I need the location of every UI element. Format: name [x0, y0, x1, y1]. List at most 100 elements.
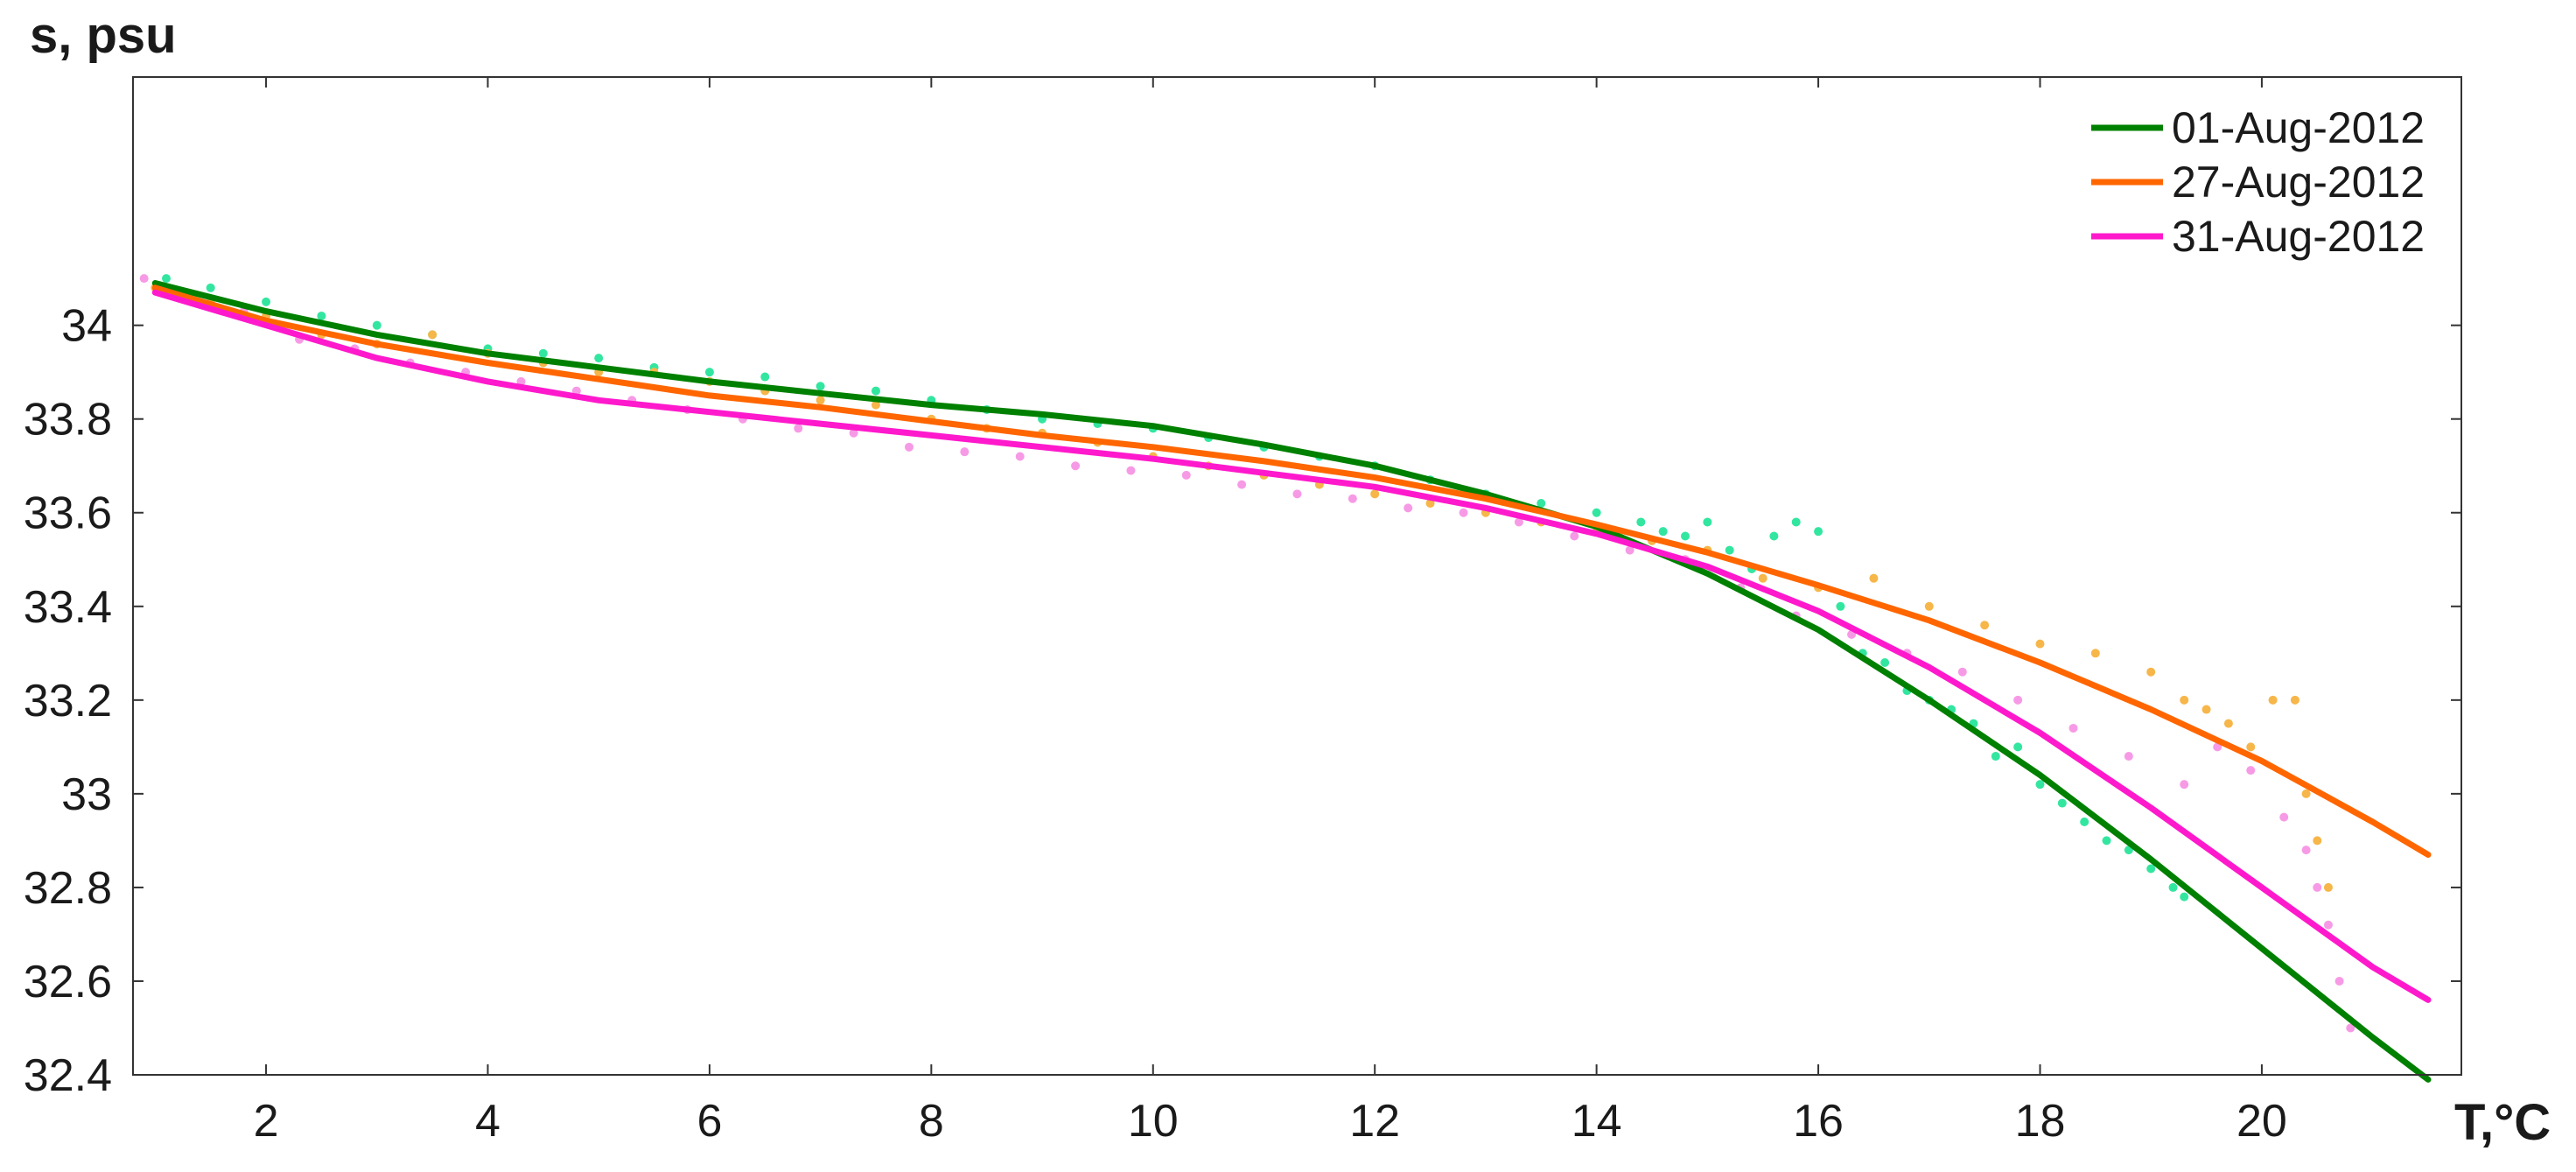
- legend-label: 27-Aug-2012: [2172, 158, 2425, 207]
- scatter-point: [1126, 466, 1136, 475]
- scatter-point: [1703, 517, 1712, 527]
- scatter-point: [1514, 517, 1523, 527]
- scatter-point: [2246, 742, 2256, 752]
- scatter-point: [2168, 882, 2178, 892]
- scatter-point: [317, 311, 326, 320]
- scatter-point: [1758, 573, 1768, 583]
- y-tick-label: 33.6: [24, 488, 112, 539]
- scatter-point: [1814, 527, 1824, 537]
- scatter-point: [428, 330, 438, 340]
- scatter-point: [871, 386, 880, 396]
- scatter-point: [2146, 667, 2156, 677]
- scatter-point: [1836, 601, 1845, 611]
- scatter-point: [1636, 517, 1646, 527]
- fit-line: [151, 280, 2432, 1083]
- scatter-point: [1425, 499, 1435, 509]
- fit-line: [151, 284, 2432, 858]
- plot-frame: [132, 76, 2462, 1076]
- scatter-point: [2180, 695, 2189, 705]
- scatter-point: [2279, 812, 2289, 822]
- axis-ticks-layer: 2 4 6 8 10 12 14 16 18 20 32.4 32.6 32.8 33 33.2 33.4 33…: [24, 77, 2461, 1147]
- fit-line: [151, 289, 2432, 1003]
- scatter-point: [2301, 846, 2311, 855]
- scatter-point: [1015, 452, 1025, 461]
- scatter-point: [1459, 508, 1468, 517]
- scatter-point: [2013, 695, 2023, 705]
- scatter-point: [2323, 882, 2333, 892]
- y-tick-label: 33: [61, 769, 112, 820]
- scatter-point: [849, 428, 858, 438]
- scatter-point: [1237, 480, 1247, 489]
- scatter-point: [1370, 489, 1380, 499]
- scatter-point: [2013, 742, 2023, 752]
- y-axis-title: s, psu: [30, 7, 177, 64]
- x-tick-label: 4: [475, 1096, 500, 1147]
- scatter-point: [2068, 723, 2078, 733]
- scatter-point: [816, 396, 825, 405]
- scatter-point: [1725, 545, 1734, 555]
- scatter-point: [1957, 667, 1967, 677]
- scatter-point: [1991, 752, 2000, 761]
- scatter-point: [538, 348, 548, 358]
- scatter-point: [871, 400, 880, 410]
- scatter-point: [1980, 621, 1990, 630]
- x-tick-label: 12: [1349, 1096, 1400, 1147]
- scatter-point: [1791, 517, 1801, 527]
- scatter-point: [2290, 695, 2300, 705]
- scatter-point: [372, 320, 382, 330]
- scatter-point: [2180, 892, 2189, 902]
- scatter-point: [2057, 798, 2067, 808]
- scatter-point: [1536, 499, 1546, 509]
- y-tick-label: 32.4: [24, 1050, 112, 1101]
- scatter-point: [2301, 789, 2311, 798]
- scatter-point: [1348, 494, 1357, 503]
- scatter-point: [1292, 489, 1302, 499]
- x-tick-label: 2: [254, 1096, 279, 1147]
- scatter-point: [1924, 601, 1934, 611]
- scatter-point: [262, 297, 271, 306]
- y-tick-label: 32.8: [24, 863, 112, 914]
- legend: 01-Aug-2012 27-Aug-2012 31-Aug-2012: [2091, 103, 2425, 261]
- scatter-point: [1181, 470, 1191, 480]
- scatter-point: [2035, 780, 2045, 790]
- x-tick-label: 14: [1572, 1096, 1622, 1147]
- scatter-point: [704, 368, 714, 377]
- x-tick-label: 18: [2015, 1096, 2066, 1147]
- scatter-point: [2202, 705, 2211, 714]
- scatter-point: [206, 283, 215, 292]
- scatter-point: [1769, 531, 1779, 541]
- scatter-point: [2246, 766, 2256, 775]
- scatter-point: [2268, 695, 2278, 705]
- x-axis-title: T,°C: [2454, 1094, 2551, 1151]
- scatter-point: [2180, 780, 2189, 790]
- scatter-point: [760, 372, 770, 382]
- y-tick-label: 33.4: [24, 582, 112, 633]
- scatter-point: [2124, 752, 2133, 761]
- scatter-point: [139, 274, 149, 284]
- scatter-point: [1681, 531, 1690, 541]
- scatter-point: [1869, 573, 1879, 583]
- scatter-point: [960, 447, 970, 457]
- scatter-point: [2334, 976, 2344, 986]
- scatter-point: [1880, 658, 1890, 668]
- scatter-point: [2313, 882, 2322, 892]
- scatter-point: [2080, 817, 2090, 826]
- y-tick-label: 33.2: [24, 676, 112, 726]
- scatter-point: [794, 424, 803, 433]
- x-tick-label: 8: [919, 1096, 944, 1147]
- scatter-point: [2223, 719, 2233, 728]
- scatter-point: [1625, 545, 1634, 555]
- legend-label: 01-Aug-2012: [2172, 103, 2425, 152]
- x-tick-label: 10: [1128, 1096, 1179, 1147]
- scatter-point: [2313, 836, 2322, 846]
- y-tick-label: 34: [61, 301, 112, 352]
- legend-label: 31-Aug-2012: [2172, 212, 2425, 261]
- scatter-point: [2102, 836, 2111, 846]
- scatter-point: [1404, 503, 1413, 513]
- scatter-point: [1570, 531, 1579, 541]
- y-tick-label: 33.8: [24, 395, 112, 446]
- scatter-point: [1592, 508, 1601, 517]
- scatter-point: [1071, 461, 1081, 471]
- scatter-point: [2346, 1023, 2356, 1033]
